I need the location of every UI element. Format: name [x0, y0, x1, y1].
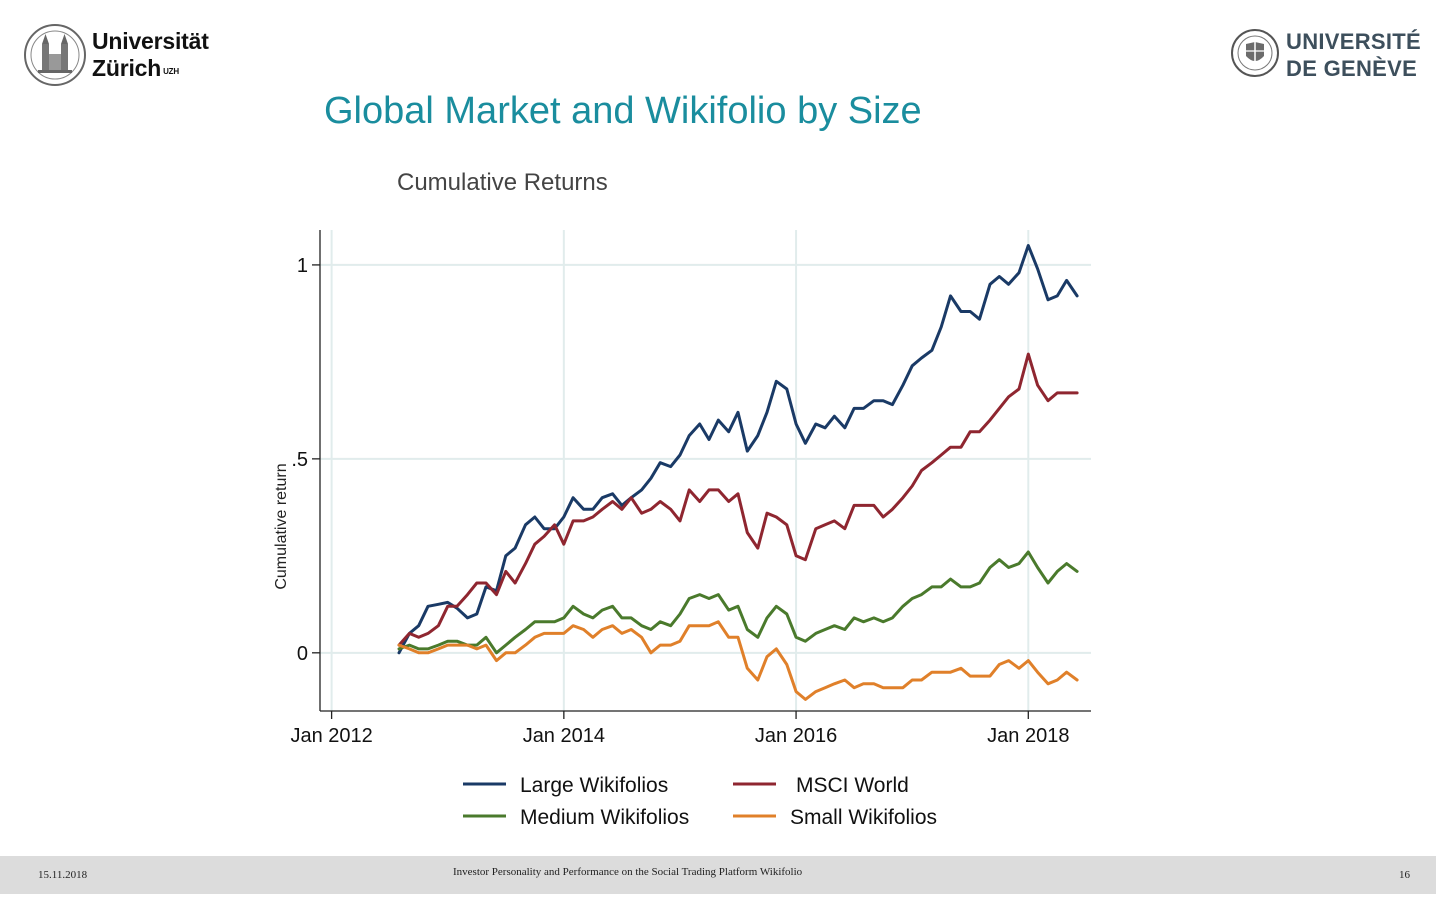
x-tick-label: Jan 2018	[987, 725, 1069, 747]
legend-label-medium-wikifolios: Medium Wikifolios	[520, 806, 689, 829]
legend-label-msci-world: MSCI World	[796, 774, 909, 797]
legend-label-large-wikifolios: Large Wikifolios	[520, 774, 668, 797]
footer-date: 15.11.2018	[38, 869, 88, 881]
y-axis-label: Cumulative return	[273, 463, 290, 589]
uzh-name-line2: Zürich	[92, 55, 162, 81]
page-number: 16	[1399, 869, 1410, 881]
chart-title: Cumulative Returns	[397, 169, 608, 196]
unige-name-line1: UNIVERSITÉ	[1286, 29, 1422, 54]
footer-bar: 15.11.2018 Investor Personality and Perf…	[0, 856, 1436, 894]
unige-name: UNIVERSITÉ DE GENÈVE	[1286, 28, 1421, 82]
page-title: Global Market and Wikifolio by Size	[324, 90, 922, 132]
unige-logo: UNIVERSITÉ DE GENÈVE	[1230, 26, 1421, 84]
uzh-seal-icon	[24, 24, 86, 86]
series-line-msci-world	[397, 352, 1079, 647]
series-line-small-wikifolios	[397, 620, 1079, 701]
series-line-large-wikifolios	[397, 244, 1079, 655]
uzh-name: Universität Zürich UZH	[92, 28, 209, 82]
unige-seal-icon	[1231, 29, 1279, 77]
x-tick-label: Jan 2012	[290, 725, 372, 747]
legend-label-small-wikifolios: Small Wikifolios	[790, 806, 937, 829]
series-line-medium-wikifolios	[397, 550, 1079, 655]
x-tick-label: Jan 2016	[755, 725, 837, 747]
unige-name-line2: DE GENÈVE	[1286, 56, 1418, 81]
uzh-name-line1: Universität	[92, 28, 209, 54]
uzh-logo: Universität Zürich UZH	[24, 22, 224, 90]
y-tick-label: .5	[291, 449, 308, 471]
uzh-superscript: UZH	[163, 67, 179, 76]
y-tick-label: 0	[297, 643, 308, 665]
y-tick-label: 1	[297, 255, 308, 277]
x-tick-label: Jan 2014	[523, 725, 605, 747]
footer-title: Investor Personality and Performance on …	[453, 866, 803, 878]
